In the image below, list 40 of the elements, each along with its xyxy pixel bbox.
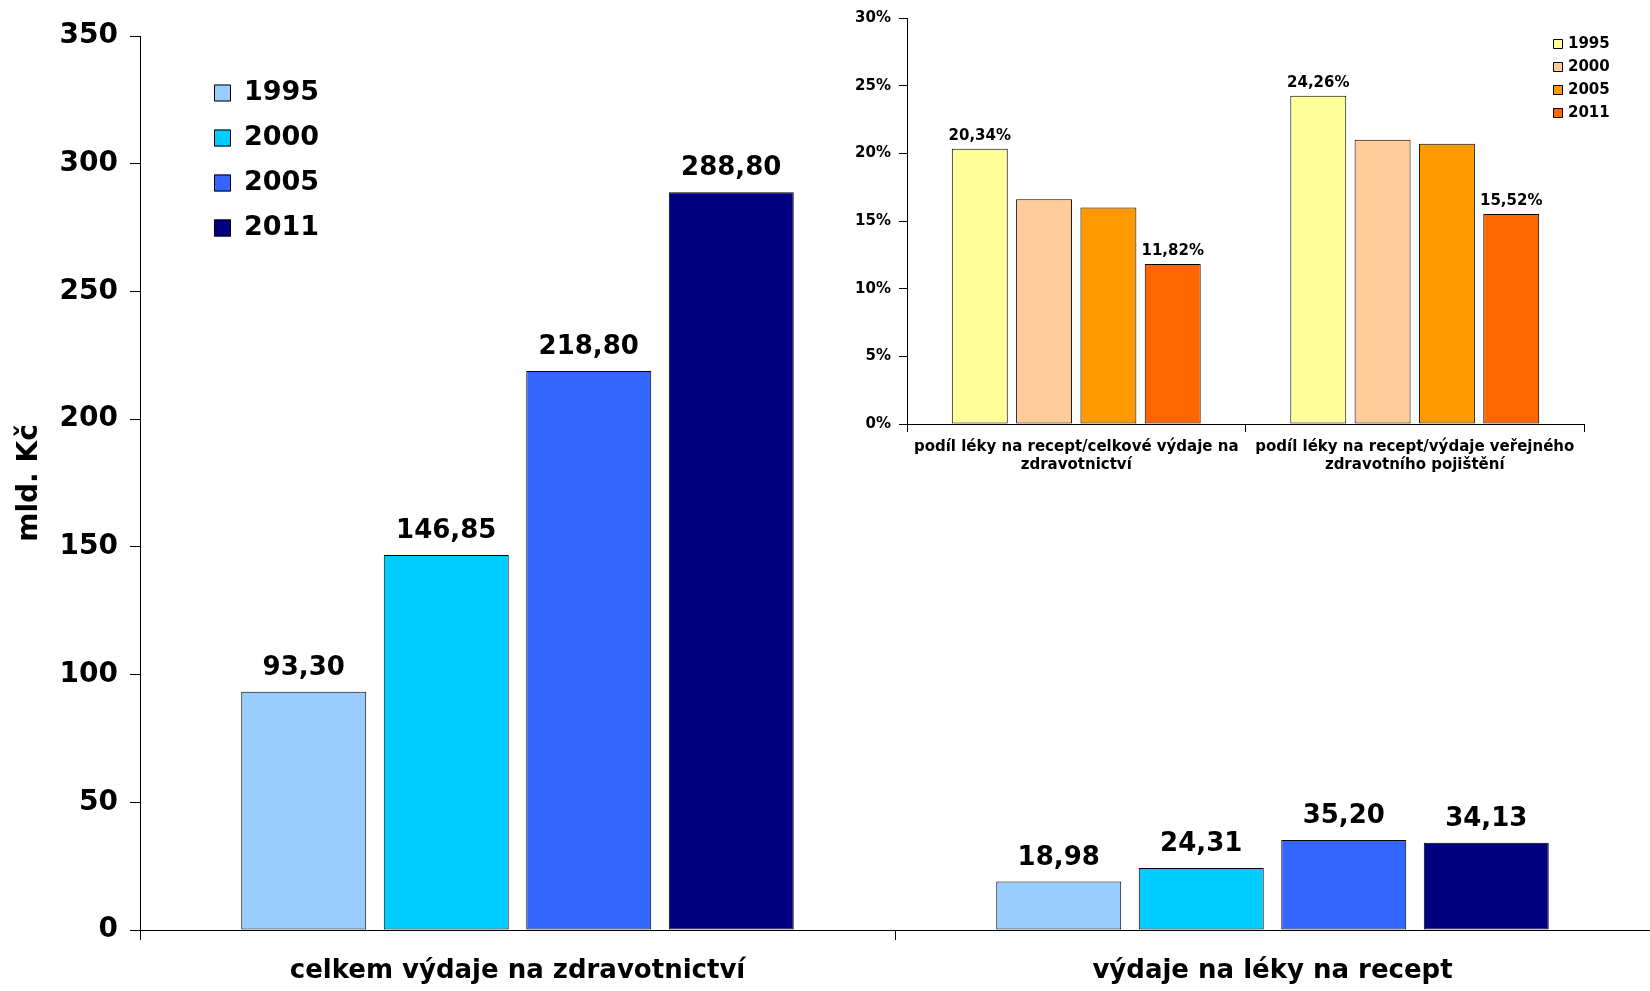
data-label: 24,26% <box>1287 72 1350 91</box>
data-label: 34,13 <box>1445 801 1528 832</box>
y-tick-label: 15% <box>855 210 891 229</box>
legend-label: 2011 <box>244 210 320 242</box>
y-tick-label: 250 <box>59 272 118 306</box>
y-tick-label: 0 <box>98 911 118 945</box>
y-tick-label: 20% <box>855 143 891 162</box>
data-label: 93,30 <box>262 650 345 681</box>
data-label: 35,20 <box>1302 799 1385 830</box>
x-tick-label: výdaje na léky na recept <box>1092 954 1453 985</box>
y-tick-label: 5% <box>865 346 891 365</box>
data-label: 24,31 <box>1160 826 1243 857</box>
data-label: 146,85 <box>396 513 497 544</box>
y-tick-label: 25% <box>855 75 891 94</box>
legend-label: 2000 <box>1568 56 1610 75</box>
data-label: 288,80 <box>681 151 782 182</box>
legend-label: 2005 <box>244 165 320 197</box>
y-axis-title: mld. Kč <box>11 424 45 542</box>
y-tick-label: 350 <box>59 17 118 51</box>
legend-label: 2011 <box>1568 102 1610 121</box>
y-tick-label: 150 <box>59 528 118 562</box>
legend-label: 2000 <box>244 120 320 152</box>
y-tick-label: 300 <box>59 145 118 178</box>
y-tick-label: 100 <box>59 655 118 689</box>
legend-label: 1995 <box>1568 33 1610 52</box>
x-tick-label: podíl léky na recept/výdaje veřejného zdravotního pojištění <box>1255 436 1575 473</box>
y-tick-label: 200 <box>59 400 118 434</box>
legend-label: 1995 <box>244 75 320 107</box>
data-label: 15,52% <box>1479 190 1543 209</box>
y-tick-label: 10% <box>855 278 891 297</box>
data-label: 18,98 <box>1017 840 1100 871</box>
x-tick-label: podíl léky na recept/celkové výdaje na zdravotnictví <box>913 436 1239 473</box>
x-tick-label: celkem výdaje na zdravotnictví <box>289 954 748 985</box>
data-label: 218,80 <box>538 330 639 361</box>
data-label: 20,34% <box>948 125 1012 144</box>
y-tick-label: 30% <box>855 7 891 26</box>
y-tick-label: 0% <box>865 413 891 432</box>
y-tick-label: 50 <box>79 783 118 817</box>
legend-label: 2005 <box>1568 79 1610 98</box>
data-label: 11,82% <box>1141 241 1204 260</box>
